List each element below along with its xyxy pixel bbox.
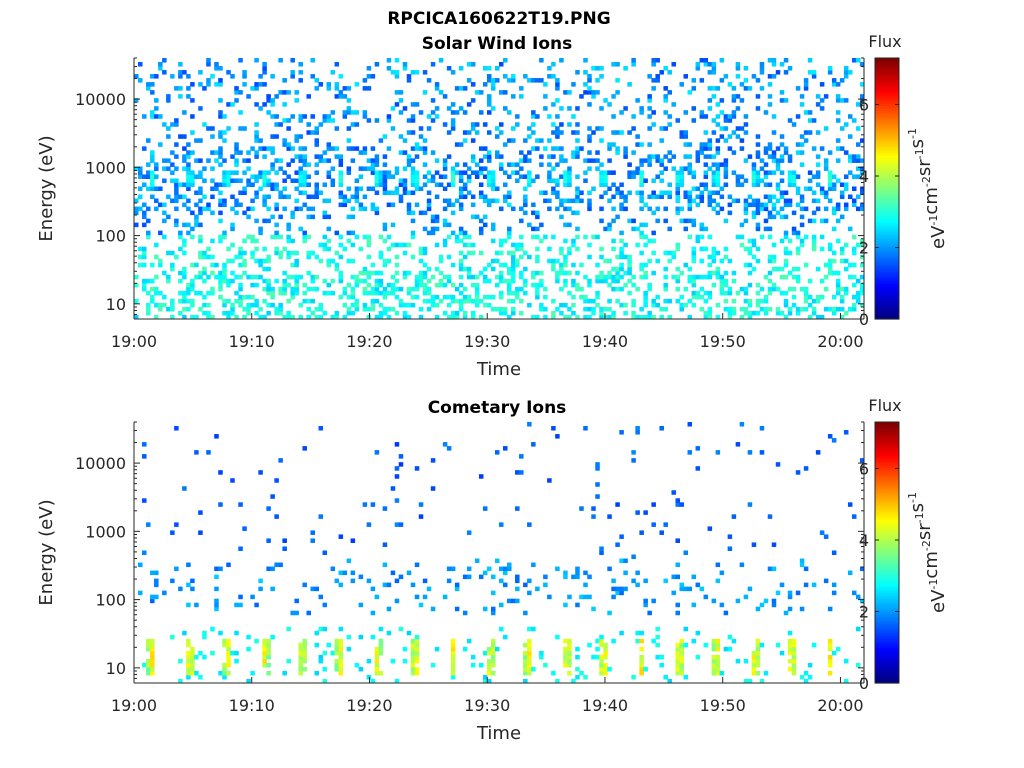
colorbar-tick-label: 6	[859, 95, 869, 114]
x-tick-label: 19:10	[229, 332, 275, 351]
y-tick-label: 10000	[75, 454, 126, 473]
colorbar-tick-label: 2	[859, 238, 869, 257]
x-tick-label: 19:30	[464, 332, 510, 351]
x-tick-label: 19:40	[582, 332, 628, 351]
panel-2: 10 100 1000 10000 19:00 19:10 19:20 19:30 19:40 1…	[36, 396, 949, 744]
x-tick-label: 19:20	[346, 696, 392, 715]
y-minor-ticks	[134, 421, 864, 684]
colorbar-title: Flux	[868, 32, 901, 51]
y-tick-label: 100	[95, 591, 126, 610]
x-tick-label: 19:40	[582, 696, 628, 715]
colorbar-tick-label: 6	[859, 459, 869, 478]
y-tick-label: 10000	[75, 90, 126, 109]
y-tick-label: 10	[106, 295, 126, 314]
colorbar-tick-label: 0	[859, 674, 869, 693]
colorbar-tick-label: 0	[859, 310, 869, 329]
colorbar: 0 2 4 6 Flux eV-1cm-2sr-1s-1	[859, 32, 949, 329]
colorbar-title: Flux	[868, 396, 901, 415]
x-tick-label: 19:50	[700, 332, 746, 351]
panel-title: Cometary Ions	[428, 398, 567, 418]
x-tick-label: 19:50	[700, 696, 746, 715]
x-tick-label: 19:20	[346, 332, 392, 351]
x-tick-label: 19:10	[229, 696, 275, 715]
panel-1: 10 100 1000 10000 19:00 19:10 19:20 19:30 19:40 1…	[36, 32, 949, 380]
panel-title: Solar Wind Ions	[422, 34, 573, 54]
colorbar: 0 2 4 6 Flux eV-1cm-2sr-1s-1	[859, 396, 949, 693]
y-axis-label: Energy (eV)	[36, 135, 57, 241]
y-axis-label: Energy (eV)	[36, 499, 57, 605]
x-tick-label: 19:00	[111, 696, 157, 715]
spectrogram-cells	[134, 58, 865, 320]
x-tick-label: 19:00	[111, 332, 157, 351]
x-tick-label: 20:00	[817, 696, 863, 715]
x-tick-label: 19:30	[464, 696, 510, 715]
x-axis-label: Time	[476, 723, 521, 744]
x-axis-label: Time	[476, 359, 521, 380]
spectrogram-cells	[138, 422, 865, 684]
y-tick-label: 1000	[85, 522, 126, 541]
colorbar-tick-label: 4	[859, 531, 869, 550]
x-tick-label: 20:00	[817, 332, 863, 351]
y-tick-label: 10	[106, 659, 126, 678]
colorbar-tick-label: 2	[859, 602, 869, 621]
colorbar-label: eV-1cm-2sr-1s-1	[906, 492, 949, 613]
y-tick-label: 100	[95, 227, 126, 246]
plot-area	[134, 422, 864, 683]
colorbar-tick-label: 4	[859, 167, 869, 186]
figure-title: RPCICA160622T19.PNG	[387, 9, 610, 29]
colorbar-label: eV-1cm-2sr-1s-1	[906, 128, 949, 249]
y-tick-label: 1000	[85, 158, 126, 177]
